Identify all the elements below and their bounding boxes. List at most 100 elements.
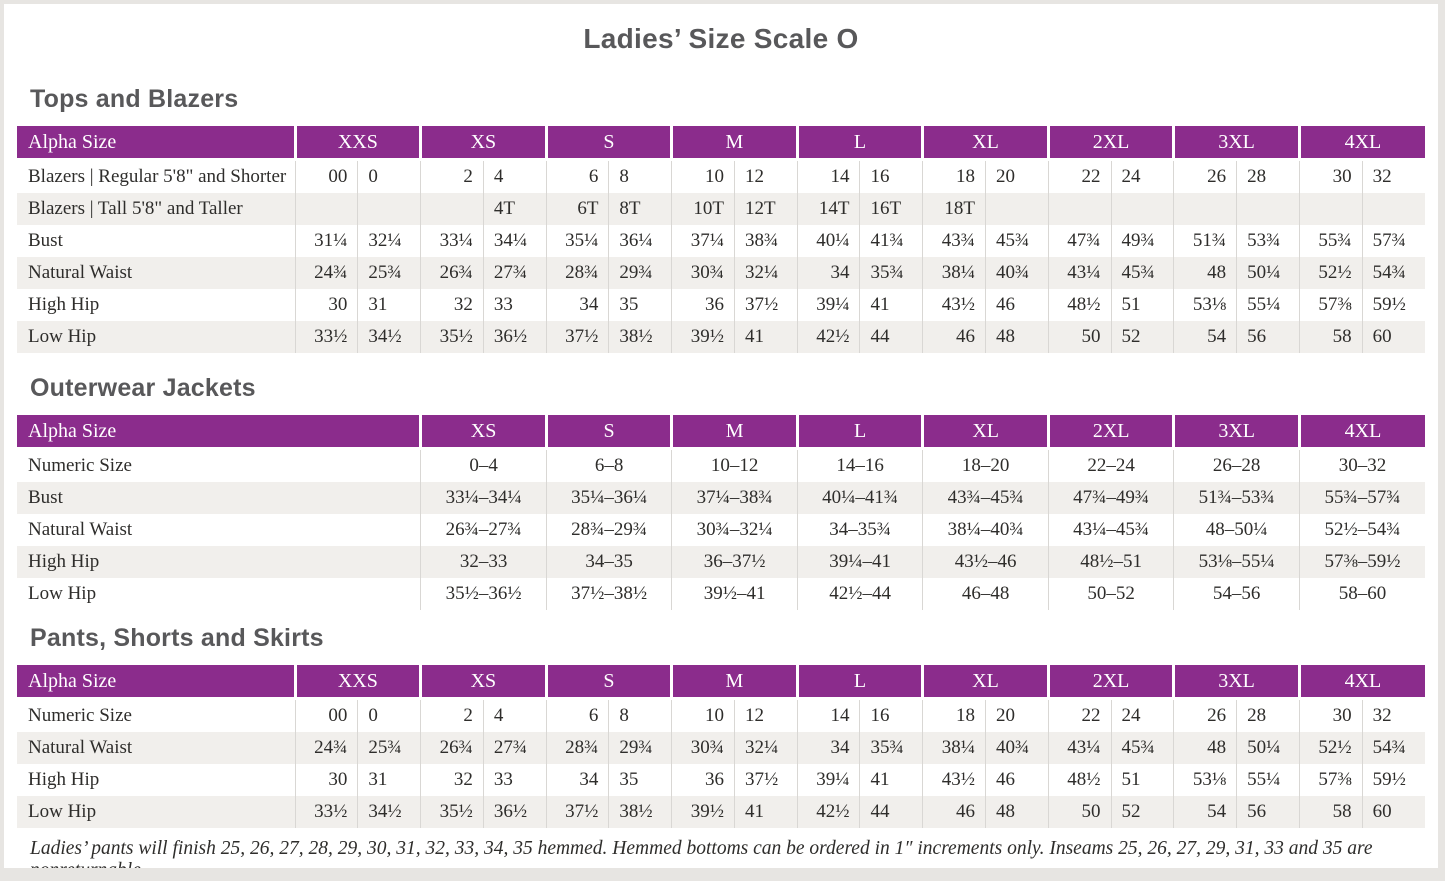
measurement-cell: 35¾ bbox=[859, 732, 923, 764]
measurement-cell: 59½ bbox=[1361, 289, 1425, 321]
measurement-cell: 32 bbox=[420, 289, 484, 321]
measurement-cell: 35½ bbox=[420, 796, 484, 828]
measurement-cell: 36–37½ bbox=[671, 546, 798, 578]
measurement-cell: 38½ bbox=[608, 796, 672, 828]
table-header: Alpha Size XXS XS S M L XL 2XL 3XL 4XL bbox=[17, 665, 1425, 700]
measurement-cell bbox=[1047, 193, 1112, 225]
measurement-cell: 35 bbox=[608, 764, 672, 796]
measurement-cell: 29¾ bbox=[608, 257, 672, 289]
measurement-cell: 50–52 bbox=[1047, 578, 1174, 610]
row-label: Bust bbox=[28, 230, 63, 251]
table-body: Blazers | Regular 5'8" and Shorter 00 0 2 4 6… bbox=[17, 159, 1425, 353]
measurement-cell: 48 bbox=[985, 796, 1049, 828]
size-header-2xl: 2XL bbox=[1046, 665, 1174, 700]
measurement-cell: 10 bbox=[671, 159, 735, 193]
table-row: Blazers | Regular 5'8" and Shorter 00 0 2 4 6… bbox=[17, 159, 1425, 193]
section-title: Tops and Blazers bbox=[30, 85, 239, 113]
measurement-cell: 43½ bbox=[922, 764, 986, 796]
measurement-cell: 26¾–27¾ bbox=[420, 514, 547, 546]
measurement-cell: 26–28 bbox=[1173, 448, 1300, 482]
measurement-cell: 54¾ bbox=[1361, 257, 1425, 289]
measurement-cell: 57⅜ bbox=[1298, 289, 1363, 321]
measurement-cell: 45¾ bbox=[985, 225, 1049, 257]
size-header-s: S bbox=[544, 415, 672, 450]
size-header-xxs: XXS bbox=[293, 665, 421, 700]
size-header-m: M bbox=[670, 665, 798, 700]
measurement-cell: 10 bbox=[671, 698, 735, 732]
measurement-cell: 36¼ bbox=[608, 225, 672, 257]
measurement-cell: 31 bbox=[357, 764, 421, 796]
measurement-cell: 18 bbox=[922, 159, 986, 193]
size-header-l: L bbox=[795, 665, 923, 700]
measurement-cell: 27¾ bbox=[482, 257, 547, 289]
alpha-size-header: Alpha Size bbox=[17, 665, 296, 700]
measurement-cell: 40¾ bbox=[985, 257, 1049, 289]
size-header-2xl: 2XL bbox=[1046, 415, 1174, 450]
measurement-cell: 0 bbox=[357, 159, 421, 193]
measurement-cell: 38¼–40¾ bbox=[922, 514, 1049, 546]
measurement-cell: 34–35 bbox=[545, 546, 672, 578]
measurement-cell: 34¼ bbox=[482, 225, 547, 257]
measurement-cell: 41¾ bbox=[859, 225, 923, 257]
measurement-cell: 22 bbox=[1047, 698, 1112, 732]
measurement-cell: 53¾ bbox=[1236, 225, 1300, 257]
measurement-cell: 24¾ bbox=[294, 732, 358, 764]
table-row: High Hip 30 31 32 33 34 35 36 37½ 39¼ 41 43½ 46 48½ 51… bbox=[17, 289, 1425, 321]
section-title: Outerwear Jackets bbox=[30, 374, 256, 402]
measurement-cell: 0 bbox=[357, 698, 421, 732]
measurement-cell bbox=[1110, 193, 1174, 225]
measurement-cell: 31¼ bbox=[294, 225, 358, 257]
measurement-cell: 34–35¾ bbox=[796, 514, 923, 546]
measurement-cell: 34 bbox=[545, 764, 609, 796]
table-row: High Hip 30 31 32 33 34 35 36 37½ 39¼ 41 43½ 46 48½ 51… bbox=[17, 764, 1425, 796]
size-table-pants-shorts-and-skirts: Alpha Size XXS XS S M L XL 2XL 3XL 4XL Numeric Siz… bbox=[17, 665, 1425, 828]
measurement-cell: 55¾ bbox=[1298, 225, 1363, 257]
row-label: Low Hip bbox=[28, 583, 97, 604]
measurement-cell: 20 bbox=[985, 159, 1049, 193]
measurement-cell: 35 bbox=[608, 289, 672, 321]
row-label: Natural Waist bbox=[28, 262, 133, 283]
measurement-cell: 44 bbox=[859, 796, 923, 828]
measurement-cell: 24 bbox=[1110, 698, 1174, 732]
measurement-cell: 48 bbox=[985, 321, 1049, 353]
measurement-cell: 27¾ bbox=[482, 732, 547, 764]
table-row: Low Hip 35½–36½ 37½–38½ 39½–41 42½–44 46–48 50… bbox=[17, 578, 1425, 610]
measurement-cell: 0–4 bbox=[420, 448, 547, 482]
measurement-cell: 26¾ bbox=[420, 732, 484, 764]
measurement-cell: 34 bbox=[796, 732, 860, 764]
table-header: Alpha Size XXS XS S M L XL 2XL 3XL 4XL bbox=[17, 126, 1425, 161]
table-header: Alpha Size XS S M L XL 2XL 3XL 4XL bbox=[17, 415, 1425, 450]
row-label: Low Hip bbox=[28, 801, 97, 822]
measurement-cell: 39¼ bbox=[796, 764, 860, 796]
measurement-cell: 43½ bbox=[922, 289, 986, 321]
row-label: High Hip bbox=[28, 769, 100, 790]
measurement-cell: 28¾ bbox=[545, 732, 609, 764]
measurement-cell: 54 bbox=[1173, 796, 1237, 828]
measurement-cell: 42½ bbox=[796, 796, 860, 828]
header-row: Alpha Size XXS XS S M L XL 2XL 3XL 4XL bbox=[17, 126, 1425, 161]
measurement-cell: 14T bbox=[796, 193, 860, 225]
size-header-xl: XL bbox=[921, 665, 1049, 700]
measurement-cell: 48 bbox=[1173, 732, 1237, 764]
measurement-cell: 35½–36½ bbox=[420, 578, 547, 610]
size-header-4xl: 4XL bbox=[1297, 665, 1425, 700]
measurement-cell: 34 bbox=[796, 257, 860, 289]
measurement-cell: 4 bbox=[482, 159, 547, 193]
measurement-cell: 34½ bbox=[357, 796, 421, 828]
table-row: Bust 33¼–34¼ 35¼–36¼ 37¼–38¾ 40¼–41¾ 43¾–45¾ 4… bbox=[17, 482, 1425, 514]
measurement-cell: 51¾–53¾ bbox=[1173, 482, 1300, 514]
measurement-cell: 39½–41 bbox=[671, 578, 798, 610]
section-outerwear-jackets: Outerwear Jackets Alpha Size XS S M L XL 2XL 3XL… bbox=[17, 373, 1425, 610]
measurement-cell: 36 bbox=[671, 289, 735, 321]
measurement-cell: 46 bbox=[922, 321, 986, 353]
measurement-cell: 30 bbox=[1298, 159, 1363, 193]
measurement-cell: 38¼ bbox=[922, 732, 986, 764]
measurement-cell: 25¾ bbox=[357, 732, 421, 764]
measurement-cell: 37½ bbox=[545, 796, 609, 828]
measurement-cell: 37½ bbox=[733, 764, 798, 796]
measurement-cell: 56 bbox=[1236, 321, 1300, 353]
measurement-cell: 59½ bbox=[1361, 764, 1425, 796]
measurement-cell: 39½ bbox=[671, 796, 735, 828]
page-title: Ladies’ Size Scale O bbox=[583, 23, 859, 54]
measurement-cell: 58–60 bbox=[1298, 578, 1425, 610]
